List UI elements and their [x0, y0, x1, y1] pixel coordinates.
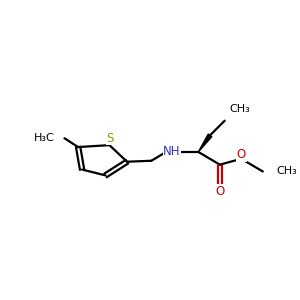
- Text: S: S: [107, 132, 114, 145]
- Text: NH: NH: [163, 146, 181, 158]
- Text: O: O: [237, 148, 246, 161]
- Text: CH₃: CH₃: [277, 167, 297, 176]
- Polygon shape: [198, 134, 212, 152]
- Text: H₃C: H₃C: [34, 133, 55, 143]
- Text: CH₃: CH₃: [229, 104, 250, 114]
- Text: O: O: [215, 184, 224, 197]
